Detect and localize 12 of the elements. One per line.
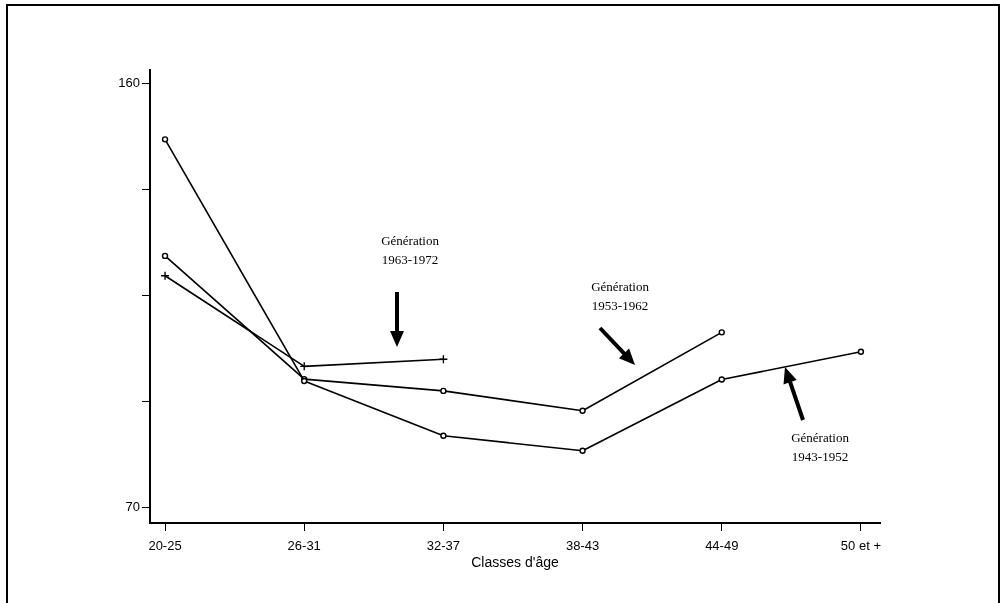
x-axis-title: Classes d'âge: [471, 553, 559, 570]
x-tick-label: 50 et +: [840, 538, 881, 554]
x-tick-label: 20-25: [148, 538, 182, 554]
x-tick-label: 32-37: [426, 538, 461, 554]
y-tick-label: 70: [125, 499, 140, 515]
x-tick-label: 38-43: [565, 538, 600, 554]
annotation: Génération 1953-1962: [591, 279, 650, 314]
annotation: Génération 1963-1972: [381, 233, 440, 268]
x-tick-label: 44-49: [705, 538, 739, 554]
y-tick-label: 160: [118, 74, 140, 90]
x-tick-label: 26-31: [287, 538, 321, 554]
annotation: Génération 1943-1952: [791, 430, 850, 465]
